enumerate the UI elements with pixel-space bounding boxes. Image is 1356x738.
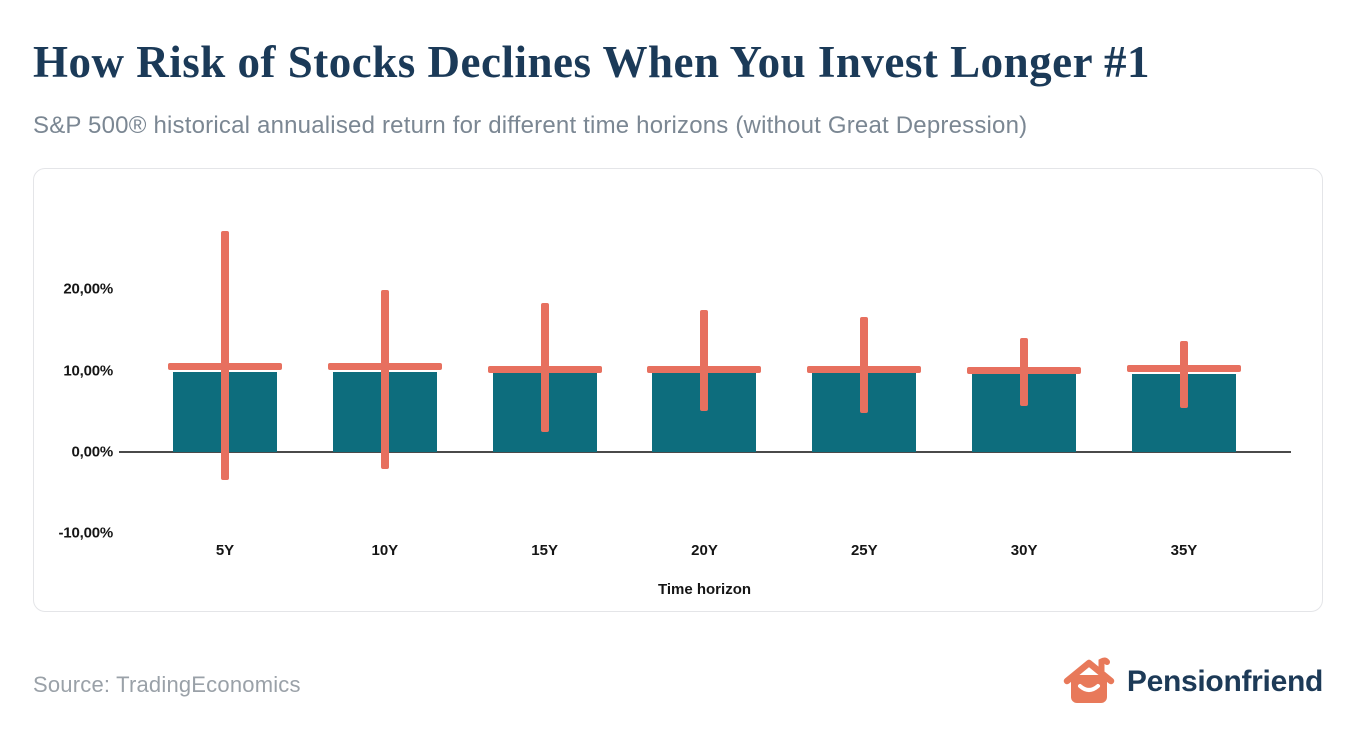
x-axis-label-25y: 25Y: [850, 542, 878, 559]
whisker-range-5y: [221, 230, 229, 480]
average-marker-15y: [487, 365, 602, 373]
whisker-range-10y: [380, 290, 389, 470]
whisker-range-25y: [860, 317, 869, 413]
whisker-range-20y: [700, 309, 709, 412]
x-axis-label-20y: 20Y: [691, 542, 718, 559]
y-axis-tick-label: 10,00%: [63, 362, 113, 380]
x-axis-label-5y: 5Y: [215, 542, 235, 559]
x-axis-line: [119, 451, 1291, 453]
average-marker-35y: [1126, 364, 1241, 372]
source-note: Source: TradingEconomics: [33, 672, 301, 697]
y-axis-tick-label: 20,00%: [63, 280, 113, 298]
x-axis-label-35y: 35Y: [1170, 542, 1198, 559]
brand-name: Pensionfriend: [1126, 665, 1323, 698]
chart-panel: 20,00% 10,00% 0,00% -10,00% 5Y 10Y 15Y 20Y 25Y 30…: [33, 168, 1323, 612]
page-subtitle: S&P 500® historical annualised return fo…: [33, 112, 1028, 139]
whisker-range-35y: [1179, 340, 1188, 409]
x-axis-label-10y: 10Y: [371, 542, 399, 559]
y-axis-tick-label: -10,00%: [58, 524, 114, 542]
x-axis-title: Time horizon: [657, 581, 752, 598]
average-marker-10y: [327, 363, 442, 371]
brand-logo: Pensionfriend: [1063, 656, 1323, 708]
x-axis-label-30y: 30Y: [1010, 542, 1038, 559]
y-axis-tick-label: 0,00%: [71, 443, 113, 461]
x-axis-label-15y: 15Y: [531, 542, 559, 559]
average-marker-30y: [967, 367, 1082, 375]
average-marker-20y: [647, 365, 762, 373]
page-title: How Risk of Stocks Declines When You Inv…: [33, 37, 1151, 87]
average-marker-25y: [807, 365, 922, 373]
house-smile-icon: [1063, 657, 1115, 703]
average-marker-5y: [168, 363, 282, 371]
